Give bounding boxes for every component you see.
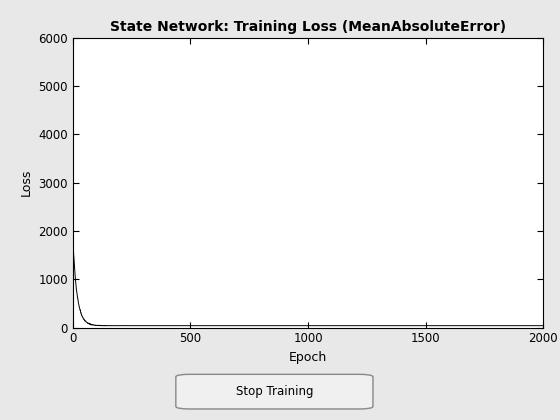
- FancyBboxPatch shape: [176, 374, 373, 409]
- X-axis label: Epoch: Epoch: [289, 351, 327, 364]
- Text: Stop Training: Stop Training: [236, 385, 313, 398]
- Y-axis label: Loss: Loss: [20, 169, 32, 197]
- Title: State Network: Training Loss (MeanAbsoluteError): State Network: Training Loss (MeanAbsolu…: [110, 20, 506, 34]
